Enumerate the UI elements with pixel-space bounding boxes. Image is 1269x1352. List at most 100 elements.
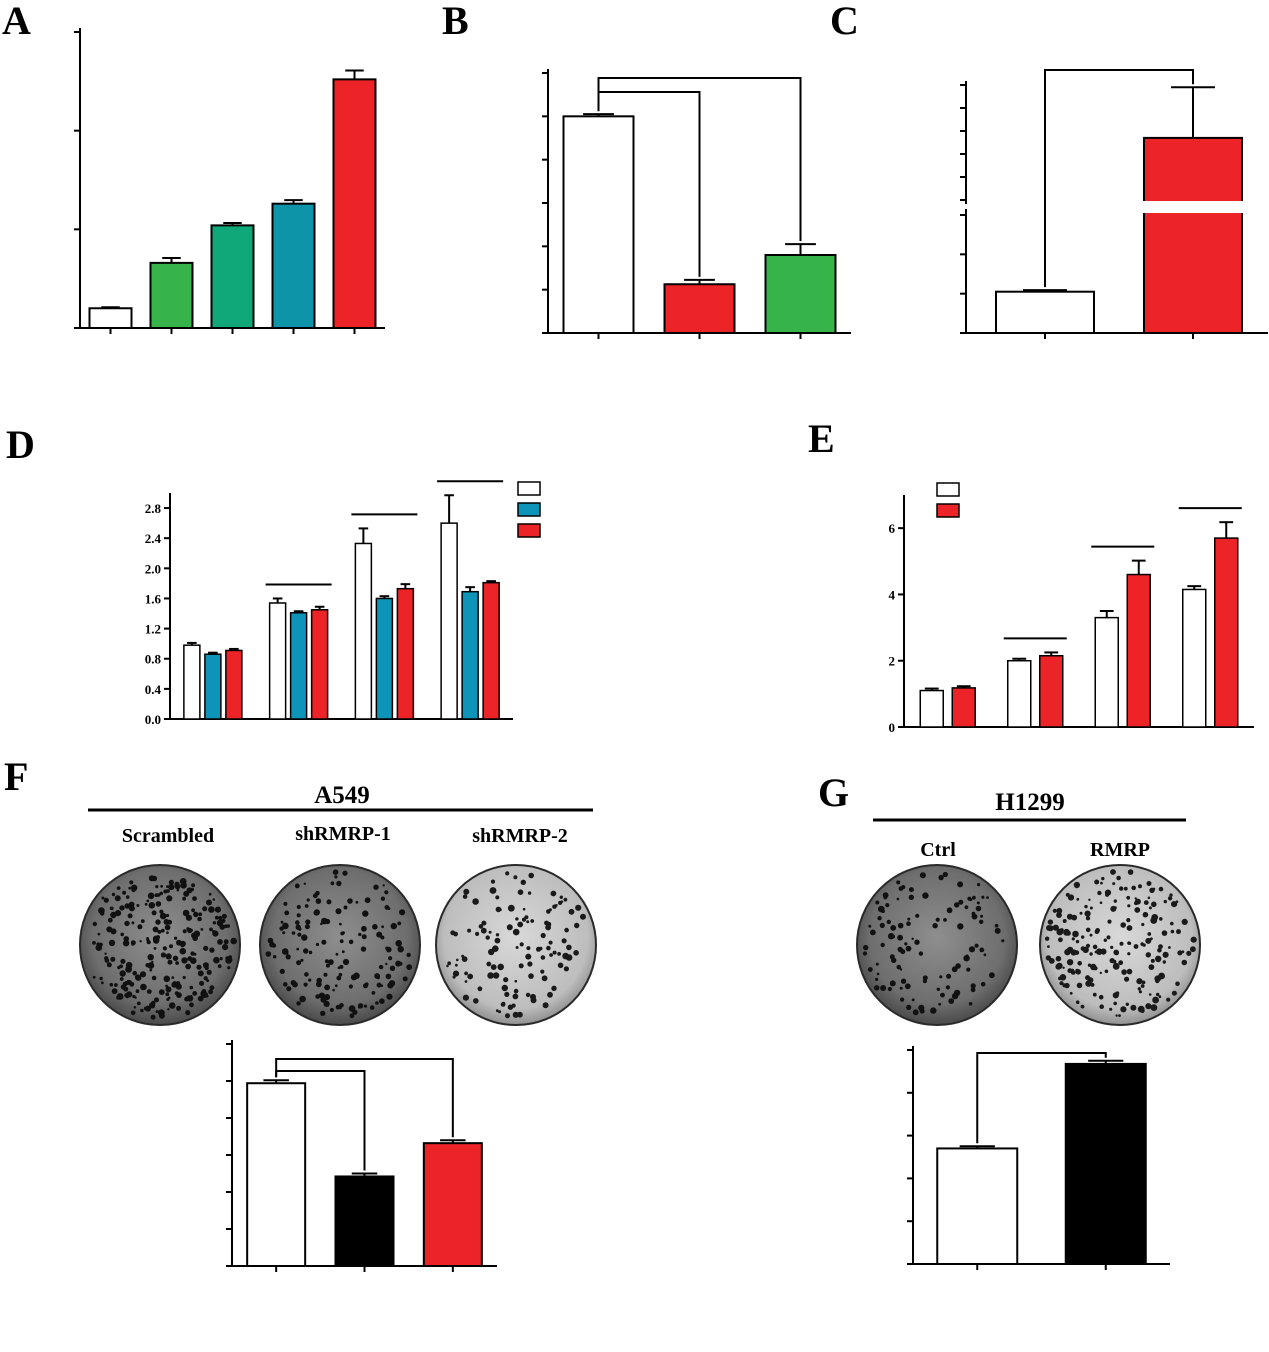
colony-dot: [494, 937, 501, 944]
colony-dot: [304, 904, 309, 908]
colony-dot: [119, 970, 126, 977]
colony-dot: [1105, 892, 1110, 897]
colony-dot: [1114, 951, 1119, 956]
colony-dot: [922, 975, 928, 981]
colony-dot: [1099, 1004, 1104, 1009]
colony-dot: [406, 952, 411, 958]
colony-dot: [107, 917, 113, 923]
colony-dot: [159, 891, 163, 896]
colony-dot: [1089, 952, 1093, 956]
colony-dot: [943, 918, 947, 922]
colony-dot: [341, 950, 345, 954]
colony-dot: [323, 1000, 330, 1008]
colony-dot: [212, 898, 216, 901]
colony-dot: [1142, 911, 1149, 918]
colony-dot: [563, 966, 570, 972]
colony-dot: [490, 879, 496, 884]
colony-dot: [192, 991, 198, 996]
colony-dot: [222, 944, 229, 951]
colony-dot: [891, 934, 895, 939]
colony-dot: [1001, 939, 1005, 943]
colony-dot: [1116, 875, 1121, 881]
colony-dot: [540, 955, 546, 960]
colony-dot: [1075, 1000, 1080, 1004]
colony-dot: [376, 931, 383, 938]
colony-dot: [1077, 961, 1082, 966]
colony-dot: [971, 911, 976, 916]
colony-dot: [339, 964, 344, 969]
panel-letter-c: C: [830, 0, 859, 43]
colony-dot: [375, 1001, 379, 1005]
colony-dot: [163, 975, 171, 983]
colony-dot: [542, 1002, 549, 1009]
colony-dot: [557, 962, 564, 969]
colony-dot: [150, 1000, 156, 1006]
colony-dot: [979, 919, 984, 924]
bar-ctrl-day1: [919, 689, 944, 728]
colony-dot: [1089, 933, 1093, 937]
colony-dot: [908, 894, 914, 900]
colony-dot: [1190, 946, 1196, 953]
colony-dot: [382, 884, 385, 887]
colony-dot: [140, 983, 147, 991]
colony-dot: [203, 945, 209, 951]
colony-dot: [1079, 911, 1083, 915]
colony-dot: [230, 937, 237, 945]
colony-dot: [1094, 879, 1100, 885]
colony-dot: [942, 871, 948, 878]
colony-dot: [519, 942, 524, 947]
colony-dot: [1085, 943, 1091, 948]
colony-dot: [120, 984, 126, 990]
colony-dot: [217, 964, 222, 969]
colony-dot: [560, 900, 564, 903]
colony-dot: [338, 972, 343, 977]
colony-dot: [447, 961, 452, 966]
y-tick-label: 0.8: [145, 652, 162, 667]
colony-dot: [915, 913, 920, 918]
colony-dot: [986, 896, 989, 899]
colony-dot: [300, 958, 304, 962]
colony-dot: [938, 1002, 942, 1006]
colony-dot: [352, 1009, 358, 1015]
colony-dot: [165, 953, 172, 960]
colony-dot: [1155, 978, 1160, 984]
colony-dot: [144, 902, 148, 906]
colony-dot: [1089, 906, 1093, 910]
colony-dot: [296, 913, 301, 918]
colony-dot: [1087, 963, 1092, 967]
colony-dot: [969, 897, 973, 902]
colony-dot: [911, 937, 914, 940]
colony-dot: [1075, 939, 1080, 944]
colony-dot: [1082, 946, 1089, 953]
colony-dot: [190, 887, 194, 892]
colony-dot: [174, 881, 180, 887]
colony-dot: [285, 954, 291, 960]
colony-dot: [875, 977, 879, 982]
colony-dot: [225, 956, 230, 961]
chart-g-h1299-colonies: [907, 1046, 1170, 1270]
colony-dot: [129, 981, 135, 987]
colony-dot: [342, 870, 348, 876]
colony-dot: [154, 893, 159, 898]
colony-dot: [183, 890, 190, 897]
colony-dot: [1058, 937, 1063, 943]
colony-dot: [166, 895, 173, 902]
colony-dot: [918, 951, 924, 956]
colony-dot: [148, 902, 156, 909]
colony-dot: [527, 891, 532, 895]
colony-dot: [575, 904, 582, 911]
colony-dot: [329, 1008, 334, 1012]
colony-dot: [517, 921, 524, 928]
colony-dot: [134, 974, 142, 981]
colony-dot: [198, 912, 203, 917]
colony-dot: [166, 997, 170, 1002]
colony-dot: [389, 965, 396, 971]
bar-shrmrp-1-day2: [289, 612, 308, 720]
colony-dot: [883, 895, 888, 900]
colony-dot: [564, 927, 569, 933]
bar-shrmrp-1-day4: [461, 590, 479, 720]
colony-dot: [515, 946, 519, 949]
colony-dot: [549, 953, 553, 957]
colony-dot: [334, 875, 338, 879]
colony-dot: [324, 984, 330, 991]
